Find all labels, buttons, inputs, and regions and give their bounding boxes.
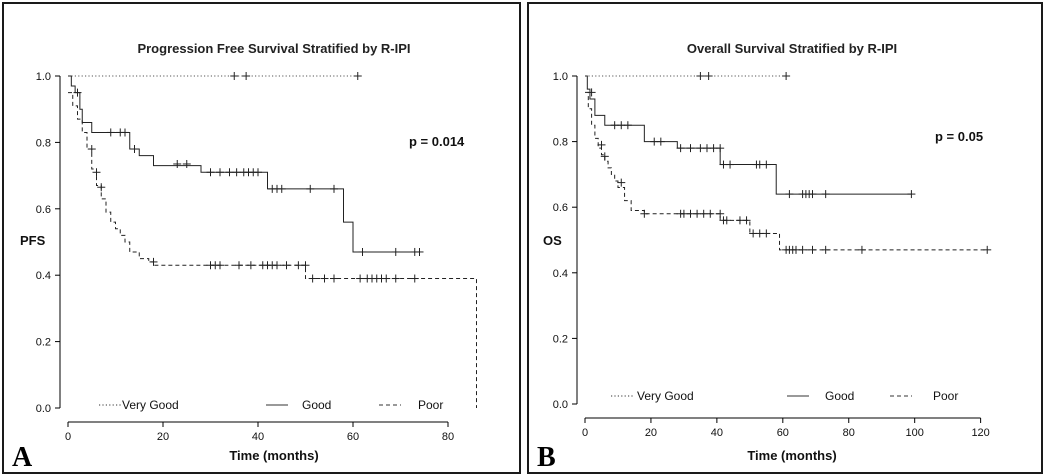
legend-label-good: Good bbox=[302, 398, 331, 412]
chart-title: Overall Survival Stratified by R-IPI bbox=[687, 41, 897, 56]
x-tick-label: 20 bbox=[645, 427, 657, 439]
x-tick-label: 0 bbox=[582, 427, 588, 439]
x-tick-label: 120 bbox=[971, 427, 989, 439]
x-tick-label: 20 bbox=[157, 431, 169, 443]
legend-label-poor: Poor bbox=[933, 389, 958, 403]
y-axis-label: OS bbox=[543, 233, 562, 248]
x-tick-label: 40 bbox=[711, 427, 723, 439]
y-tick-label: 0.6 bbox=[36, 204, 51, 216]
y-tick-label: 0.8 bbox=[36, 137, 51, 149]
y-tick-label: 0.0 bbox=[553, 399, 568, 411]
x-axis-label: Time (months) bbox=[229, 448, 318, 463]
y-tick-label: 0.2 bbox=[553, 333, 568, 345]
x-tick-label: 40 bbox=[252, 431, 264, 443]
panel-letter-b: B bbox=[537, 442, 556, 473]
panel-letter-a: A bbox=[12, 442, 33, 473]
os-chart: Overall Survival Stratified by R-IPI p = … bbox=[543, 41, 992, 463]
x-tick-label: 0 bbox=[65, 431, 71, 443]
x-tick-label: 100 bbox=[906, 427, 924, 439]
y-axis-label: PFS bbox=[20, 233, 46, 248]
y-tick-label: 0.0 bbox=[36, 403, 51, 415]
y-tick-label: 0.6 bbox=[553, 202, 568, 214]
x-axis-label: Time (months) bbox=[747, 448, 836, 463]
chart-panel-a: Progression Free Survival Stratified by … bbox=[2, 2, 521, 474]
legend-label-poor: Poor bbox=[418, 398, 443, 412]
survival-curve-poor bbox=[585, 91, 988, 251]
x-tick-label: 60 bbox=[777, 427, 789, 439]
legend-label-very-good: Very Good bbox=[637, 389, 694, 403]
y-tick-label: 0.4 bbox=[36, 270, 51, 282]
p-value-label: p = 0.014 bbox=[409, 134, 465, 149]
chart-title: Progression Free Survival Stratified by … bbox=[137, 41, 410, 56]
x-tick-label: 80 bbox=[442, 431, 454, 443]
p-value-label: p = 0.05 bbox=[935, 129, 983, 144]
y-tick-label: 1.0 bbox=[36, 71, 51, 83]
x-tick-label: 80 bbox=[843, 427, 855, 439]
y-tick-label: 0.2 bbox=[36, 337, 51, 349]
y-tick-label: 0.4 bbox=[553, 268, 568, 280]
chart-panel-b: Overall Survival Stratified by R-IPI p = … bbox=[527, 2, 1043, 474]
y-tick-label: 0.8 bbox=[553, 137, 568, 149]
y-tick-label: 1.0 bbox=[553, 71, 568, 83]
legend-label-good: Good bbox=[825, 389, 854, 403]
pfs-chart: Progression Free Survival Stratified by … bbox=[20, 41, 477, 463]
survival-curve-good bbox=[68, 75, 420, 253]
survival-curve-good bbox=[585, 75, 912, 195]
legend-label-very-good: Very Good bbox=[122, 398, 179, 412]
x-tick-label: 60 bbox=[347, 431, 359, 443]
